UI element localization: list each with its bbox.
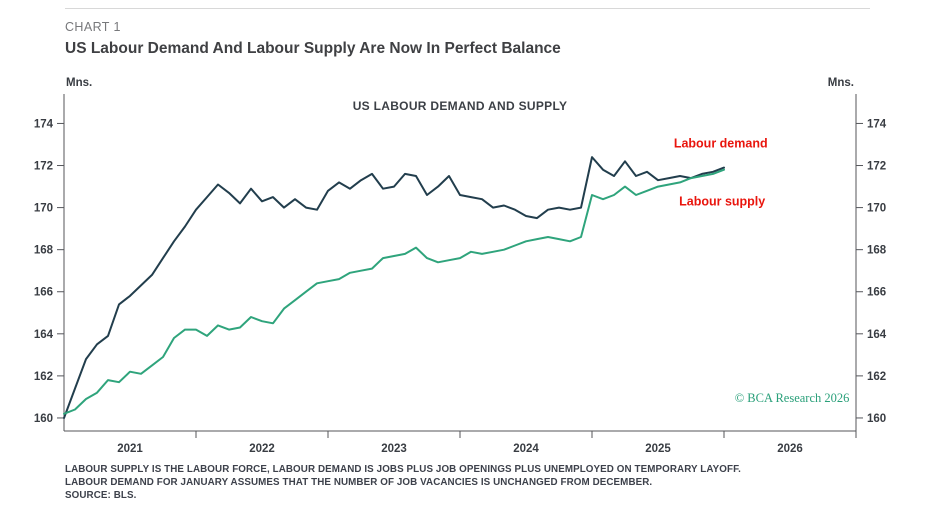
y-tick-label-left: 172	[34, 161, 53, 173]
x-tick-label: 2024	[513, 443, 539, 455]
footnote-definition: LABOUR SUPPLY IS THE LABOUR FORCE, LABOU…	[65, 464, 741, 475]
y-tick-label-right: 164	[867, 329, 887, 341]
series-label-labour-demand: Labour demand	[674, 137, 768, 151]
x-tick-label: 2023	[381, 443, 407, 455]
y-tick-label-right: 172	[867, 161, 886, 173]
labour-demand-line	[63, 156, 725, 419]
y-tick-label-right: 166	[867, 287, 886, 299]
page-title: US Labour Demand And Labour Supply Are N…	[65, 40, 561, 57]
y-tick-label-left: 174	[34, 118, 54, 130]
y-tick-label-right: 170	[867, 203, 886, 215]
y-tick-label-left: 166	[34, 287, 53, 299]
y-tick-label-right: 168	[867, 245, 887, 257]
y-tick-label-left: 160	[34, 413, 53, 425]
footnote-source: SOURCE: BLS.	[65, 490, 137, 501]
y-tick-label-left: 164	[34, 329, 54, 341]
y-tick-label-left: 170	[34, 203, 53, 215]
footnote-assumption: LABOUR DEMAND FOR JANUARY ASSUMES THAT T…	[65, 477, 653, 488]
chart-number-label: CHART 1	[65, 20, 121, 34]
y-tick-label-right: 160	[867, 413, 886, 425]
series-label-labour-supply: Labour supply	[679, 194, 765, 208]
unit-label-left: Mns.	[66, 77, 92, 89]
y-tick-label-left: 168	[34, 245, 54, 257]
x-tick-label: 2021	[117, 443, 143, 455]
top-divider	[65, 8, 870, 9]
bca-research-watermark: © BCA Research 2026	[735, 391, 850, 405]
chart-footnotes: LABOUR SUPPLY IS THE LABOUR FORCE, LABOU…	[65, 463, 934, 502]
y-tick-label-left: 162	[34, 371, 53, 383]
labour-supply-line	[63, 168, 725, 415]
y-tick-label-right: 162	[867, 371, 886, 383]
x-tick-label: 2022	[249, 443, 275, 455]
chart-inner-title: US LABOUR DEMAND AND SUPPLY	[353, 99, 568, 113]
report-page: CHART 1 US Labour Demand And Labour Supp…	[0, 8, 934, 520]
labour-demand-supply-chart: 160 160 162 162 164 164 166 166 168 168 170 170 172 1…	[34, 77, 887, 455]
unit-label-right: Mns.	[828, 77, 854, 89]
y-tick-label-right: 174	[867, 118, 887, 130]
x-tick-label: 2025	[645, 443, 671, 455]
x-tick-label: 2026	[777, 443, 803, 455]
